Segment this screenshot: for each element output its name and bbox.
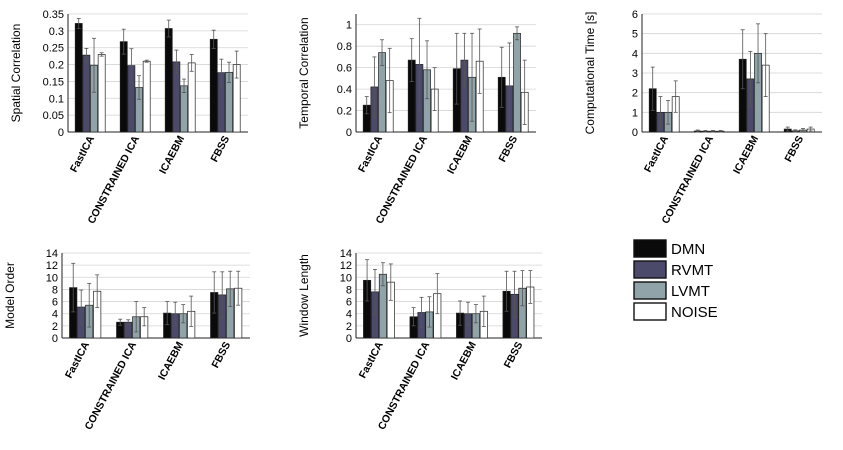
y-tick-label: 4 xyxy=(632,48,638,60)
bar-rvmt-fastica xyxy=(82,54,91,133)
category-label-fastica: FastICA xyxy=(642,133,671,174)
y-tick-label: 12 xyxy=(46,260,58,272)
y-tick-label: 0 xyxy=(58,127,64,139)
y-axis-label: Temporal Correlation xyxy=(297,17,311,128)
y-tick-label: 0.8 xyxy=(337,41,352,53)
y-tick-label: 0.4 xyxy=(337,84,352,96)
y-tick-label: 0 xyxy=(346,333,352,345)
y-tick-label: 1 xyxy=(346,20,352,32)
y-tick-label: 0.2 xyxy=(49,60,64,72)
bar-lvmt-fbss xyxy=(513,32,521,133)
category-label-constrained-ica: CONSTRAINED ICA xyxy=(374,133,431,226)
category-label-constrained-ica: CONSTRAINED ICA xyxy=(376,339,433,432)
category-label-fastica: FastICA xyxy=(357,339,386,380)
y-tick-label: 12 xyxy=(340,260,352,272)
y-tick-label: 0.2 xyxy=(337,106,352,118)
y-axis-label: Computational Time [s] xyxy=(583,12,597,135)
category-label-icaebm: ICAEBM xyxy=(156,340,186,382)
y-tick-label: 2 xyxy=(52,321,58,333)
category-label-icaebm: ICAEBM xyxy=(445,134,475,176)
category-label-constrained-ica: CONSTRAINED ICA xyxy=(660,133,717,226)
y-tick-label: 4 xyxy=(52,309,58,321)
y-tick-label: 0.05 xyxy=(43,110,64,122)
y-tick-label: 0 xyxy=(52,333,58,345)
y-tick-label: 2 xyxy=(346,321,352,333)
legend-label-rvmt: RVMT xyxy=(671,262,713,279)
y-tick-label: 0.25 xyxy=(43,43,64,55)
category-label-icaebm: ICAEBM xyxy=(731,134,761,176)
category-label-fbss: FBSS xyxy=(496,134,520,164)
legend-swatch-dmn xyxy=(633,239,667,258)
y-tick-label: 6 xyxy=(346,297,352,309)
y-tick-label: 4 xyxy=(346,309,352,321)
y-tick-label: 10 xyxy=(46,272,58,284)
y-tick-label: 0.3 xyxy=(49,26,64,38)
y-tick-label: 0 xyxy=(632,127,638,139)
bar-noise-constrained-ica xyxy=(142,60,151,133)
y-tick-label: 10 xyxy=(340,272,352,284)
legend: DMN RVMT LVMT NOISE xyxy=(633,239,718,321)
bar-noise-icaebm xyxy=(187,62,196,133)
y-tick-label: 0 xyxy=(346,127,352,139)
category-label-fastica: FastICA xyxy=(356,133,385,174)
category-label-fbss: FBSS xyxy=(208,134,232,164)
y-tick-label: 8 xyxy=(52,284,58,296)
legend-swatch-lvmt xyxy=(633,281,667,300)
category-label-constrained-ica: CONSTRAINED ICA xyxy=(83,339,140,432)
bar-dmn-fastica xyxy=(74,23,83,133)
y-tick-label: 0.15 xyxy=(43,76,64,88)
y-tick-label: 6 xyxy=(632,9,638,21)
bar-dmn-constrained-ica xyxy=(119,41,128,133)
legend-swatch-noise xyxy=(633,302,667,321)
y-tick-label: 0.1 xyxy=(49,93,64,105)
y-tick-label: 6 xyxy=(52,297,58,309)
y-tick-label: 0.6 xyxy=(337,63,352,75)
category-label-fastica: FastICA xyxy=(68,133,97,174)
category-label-fbss: FBSS xyxy=(782,134,806,164)
y-tick-label: 1 xyxy=(632,107,638,119)
y-tick-label: 8 xyxy=(346,284,352,296)
y-axis-label: Model Order xyxy=(3,262,17,329)
bar-dmn-fbss xyxy=(209,38,218,133)
category-label-icaebm: ICAEBM xyxy=(449,340,479,382)
y-tick-label: 3 xyxy=(632,68,638,80)
y-axis-label: Window Length xyxy=(297,254,311,337)
category-label-fastica: FastICA xyxy=(63,339,92,380)
y-tick-label: 14 xyxy=(46,248,58,260)
legend-label-noise: NOISE xyxy=(671,304,718,321)
bar-noise-fastica xyxy=(97,54,106,133)
y-tick-label: 2 xyxy=(632,88,638,100)
computational-time-chart: 0 1 2 3 4 5 6 Computational Time [s] FastICACONS… xyxy=(583,9,822,226)
bar-dmn-icaebm xyxy=(164,28,173,133)
category-label-constrained-ica: CONSTRAINED ICA xyxy=(86,133,143,226)
legend-label-dmn: DMN xyxy=(671,241,705,258)
temporal-correlation-chart: 0 0.2 0.4 0.6 0.8 1 Temporal Correlation FastIC… xyxy=(297,14,536,226)
y-tick-label: 5 xyxy=(632,29,638,41)
category-label-icaebm: ICAEBM xyxy=(157,134,187,176)
legend-swatch-rvmt xyxy=(633,260,667,279)
y-tick-label: 14 xyxy=(340,248,352,260)
legend-label-lvmt: LVMT xyxy=(671,283,710,300)
category-label-fbss: FBSS xyxy=(502,340,526,370)
y-axis-label: Spatial Correlation xyxy=(9,24,23,123)
y-tick-label: 0.35 xyxy=(43,9,64,21)
spatial-correlation-chart: 0 0.05 0.1 0.15 0.2 0.25 0.3 0.35 Spatial Correl… xyxy=(9,9,248,226)
category-label-fbss: FBSS xyxy=(209,340,233,370)
